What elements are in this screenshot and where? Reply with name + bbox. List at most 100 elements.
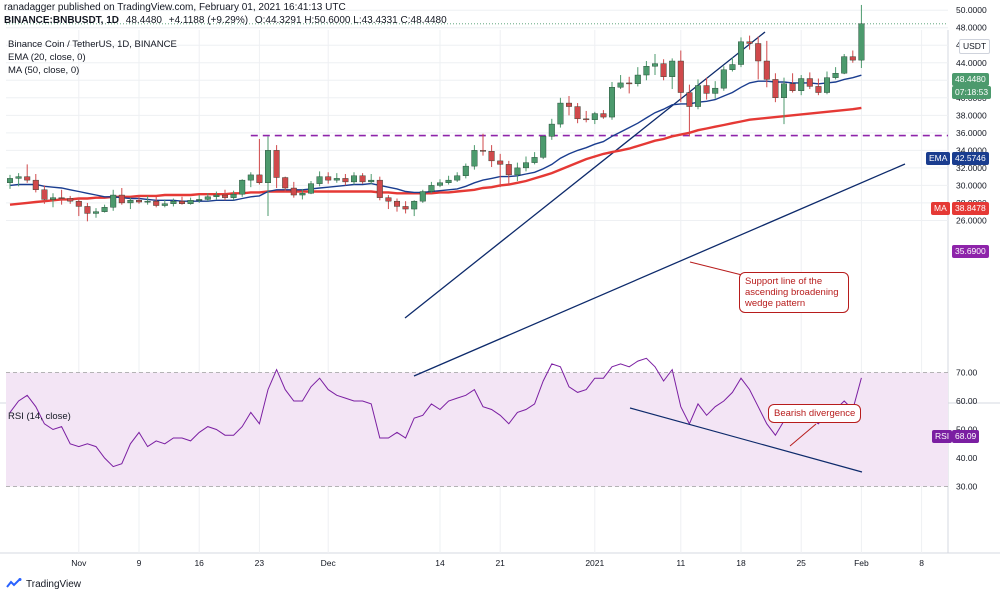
candle-body <box>738 41 745 65</box>
candle <box>445 175 452 185</box>
candle <box>230 190 237 201</box>
candle <box>32 174 39 193</box>
candle <box>342 174 349 186</box>
candle-body <box>832 73 839 78</box>
candle <box>333 173 340 183</box>
candle <box>591 111 598 125</box>
candle <box>170 198 177 207</box>
candle-body <box>290 187 297 196</box>
candle <box>110 189 117 211</box>
rsi-layer <box>9 357 863 473</box>
wedge-upper-trendline <box>404 31 766 319</box>
rsi-tick-label: 40.00 <box>956 453 978 463</box>
candle-body <box>720 69 727 89</box>
candle-body <box>531 157 538 163</box>
candle <box>566 96 573 116</box>
candle <box>351 172 358 185</box>
candle <box>376 176 383 201</box>
candle <box>316 171 323 187</box>
candle <box>471 145 478 170</box>
time-tick-label: Nov <box>71 558 87 568</box>
ema20-line <box>9 74 862 202</box>
legend-rsi[interactable]: RSI (14, close) <box>8 411 71 422</box>
candle-body <box>600 113 607 118</box>
tradingview-logo-icon <box>6 578 22 588</box>
publish-info: ranadagger published on TradingView.com,… <box>4 2 346 13</box>
candle <box>643 61 650 81</box>
candle <box>187 197 194 205</box>
rsi-tick-label: 50.00 <box>956 425 978 435</box>
time-tick-label: 23 <box>255 558 265 568</box>
candle <box>239 179 246 197</box>
legend-ema[interactable]: EMA (20, close, 0) <box>8 52 86 63</box>
candle-body <box>746 41 753 44</box>
candle <box>669 58 676 90</box>
candle-body <box>789 83 796 91</box>
candle <box>118 188 125 205</box>
candle-body <box>127 200 134 204</box>
time-tick-label: 16 <box>194 558 204 568</box>
rsi-divergence-line <box>629 407 863 473</box>
bearish-divergence-callout: Bearish divergence <box>768 404 862 423</box>
candle-body <box>308 183 315 194</box>
candle-body <box>634 74 641 84</box>
candle <box>15 173 22 187</box>
candle <box>609 82 616 120</box>
candle-body <box>462 165 469 176</box>
candle <box>325 172 332 184</box>
candle-body <box>265 150 272 183</box>
last-price: 48.4480 <box>125 15 162 26</box>
support-callout-pointer <box>689 261 743 276</box>
candle <box>385 195 392 210</box>
candle-body <box>153 200 160 206</box>
candle <box>600 110 607 119</box>
candle-body <box>806 78 813 87</box>
candle <box>153 196 160 208</box>
candle-body <box>144 200 151 203</box>
candle-body <box>437 182 444 186</box>
candle-body <box>118 194 125 204</box>
candle-body <box>256 174 263 183</box>
symbol-line: BINANCE:BNBUSDT, 1D 48.4480 +4.1188 (+9.… <box>4 15 447 26</box>
price-tick-label: 32.0000 <box>956 163 987 173</box>
candle <box>557 97 564 128</box>
ma50-line <box>9 106 862 206</box>
candle <box>213 191 220 200</box>
candle <box>67 195 74 204</box>
candle <box>514 162 521 182</box>
candle-body <box>58 197 65 199</box>
candle-body <box>325 176 332 181</box>
candle <box>135 195 142 204</box>
time-tick-label: 8 <box>919 558 924 568</box>
price-unit-label: USDT <box>959 39 991 54</box>
candle-body <box>755 43 762 62</box>
price-tick-label: 26.0000 <box>956 215 987 225</box>
candle <box>359 173 366 184</box>
candle <box>789 73 796 93</box>
candle-body <box>359 175 366 183</box>
tradingview-brand[interactable]: TradingView <box>6 578 81 590</box>
rsi-line <box>9 357 862 468</box>
time-tick-label: 9 <box>137 558 142 568</box>
candle-body <box>402 206 409 210</box>
candle <box>178 196 185 205</box>
candle <box>402 201 409 214</box>
price-tick-label: 30.0000 <box>956 180 987 190</box>
legend-title: Binance Coin / TetherUS, 1D, BINANCE <box>8 39 177 50</box>
support-value-tag: 35.6900 <box>952 245 989 258</box>
candle <box>548 118 555 140</box>
ma-tag: MA <box>931 202 950 215</box>
candle-body <box>591 113 598 120</box>
candle <box>256 138 263 185</box>
candle-body <box>419 191 426 202</box>
candle <box>247 172 254 188</box>
candle-body <box>798 78 805 91</box>
candle <box>428 181 435 194</box>
legend-ma[interactable]: MA (50, close, 0) <box>8 65 80 76</box>
candle-body <box>703 85 710 94</box>
candle <box>703 77 710 100</box>
candle <box>738 37 745 68</box>
candle <box>290 181 297 198</box>
candle <box>497 153 504 188</box>
